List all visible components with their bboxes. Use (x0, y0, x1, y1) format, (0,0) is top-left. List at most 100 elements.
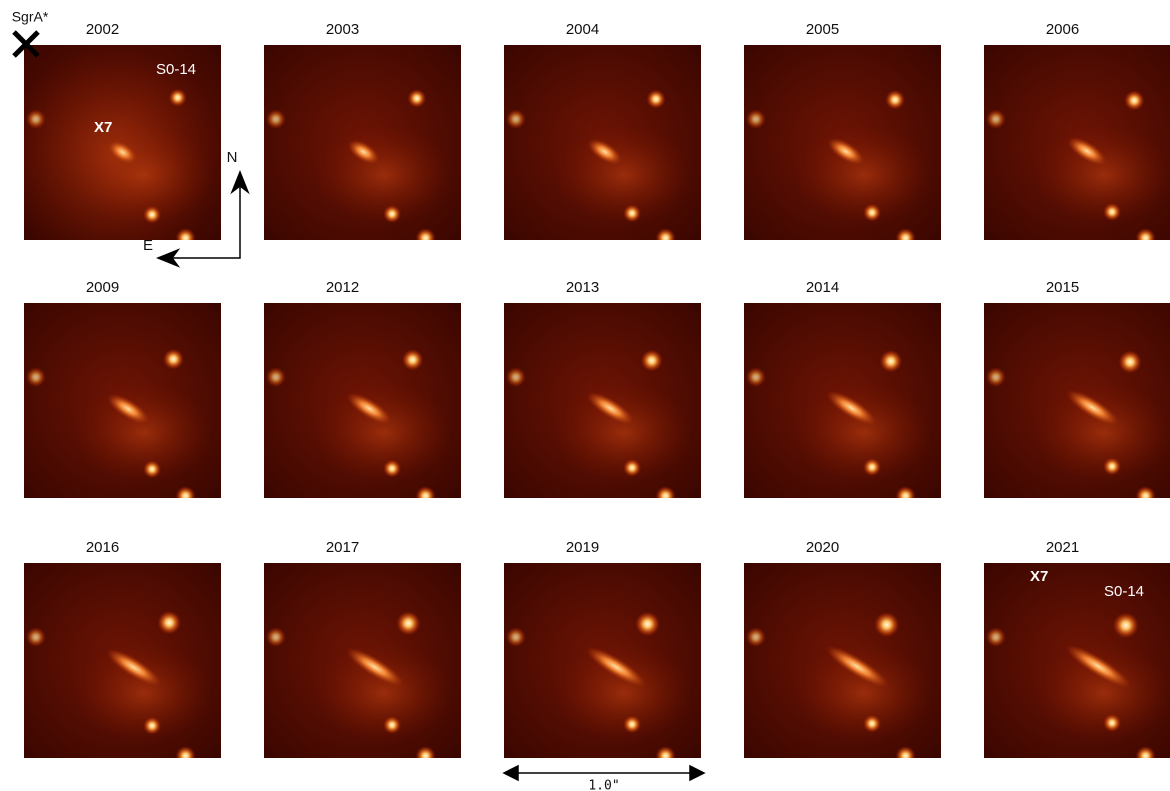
star (408, 89, 427, 108)
star (623, 459, 641, 477)
panel-image (504, 563, 701, 766)
star (880, 350, 903, 373)
panel-content (264, 303, 461, 506)
star (266, 109, 286, 129)
panel-year: 2013 (566, 279, 599, 296)
star (383, 716, 401, 734)
panel-image (264, 563, 461, 766)
star (1103, 457, 1121, 475)
star (656, 228, 676, 248)
panel-content (264, 563, 461, 766)
star (396, 611, 420, 635)
east-label: E (143, 237, 153, 254)
star (506, 367, 526, 387)
panel-year: 2009 (86, 279, 119, 296)
star (1136, 746, 1156, 766)
star (176, 228, 196, 248)
star (26, 627, 46, 647)
x7-label: X7 (1030, 568, 1048, 585)
star (416, 746, 436, 766)
star (863, 715, 881, 733)
star (169, 89, 187, 107)
star (26, 109, 46, 129)
panel-content (744, 563, 941, 766)
scale-label: 1.0" (588, 779, 619, 791)
star (623, 715, 641, 733)
star (416, 228, 436, 248)
star (656, 486, 676, 506)
star (986, 627, 1006, 647)
star (1136, 228, 1156, 248)
star (143, 717, 161, 735)
figure: 2002200320042005200620092012201320142015… (0, 0, 1170, 791)
haze (74, 125, 214, 225)
haze (1034, 643, 1170, 743)
star (383, 459, 401, 477)
panel-content (504, 563, 701, 766)
star (746, 109, 766, 129)
star (896, 746, 916, 766)
panel-content (504, 45, 701, 248)
star (1136, 486, 1156, 506)
panel-year: 2020 (806, 539, 839, 556)
star (176, 486, 196, 506)
panel-image (264, 303, 461, 506)
panel-year: 2019 (566, 539, 599, 556)
star (641, 350, 663, 372)
haze (1034, 383, 1170, 483)
panel-year: 2004 (566, 21, 599, 38)
star (266, 367, 286, 387)
star (26, 367, 46, 387)
panel-image (264, 45, 461, 248)
star (1118, 350, 1141, 373)
panel-image (984, 303, 1170, 506)
star (863, 204, 881, 222)
panel-image (744, 303, 941, 506)
panel-year: 2006 (1046, 21, 1079, 38)
panel-year: 2017 (326, 539, 359, 556)
star (143, 206, 161, 224)
panel-content (984, 45, 1170, 248)
north-label: N (227, 149, 238, 166)
star (874, 612, 899, 637)
panel-content (984, 303, 1170, 506)
panel-image (504, 45, 701, 248)
panel-content (4, 45, 224, 265)
star (986, 367, 1006, 387)
panel-content (744, 45, 941, 248)
star (646, 89, 665, 108)
panel-image (24, 563, 221, 766)
star (635, 612, 660, 637)
sgra-label: SgrA* (12, 9, 49, 25)
star (896, 228, 916, 248)
star (266, 627, 286, 647)
panel-content (744, 303, 941, 506)
star (1124, 90, 1144, 110)
panel-content (24, 563, 221, 766)
star (1103, 203, 1121, 221)
star (402, 349, 423, 370)
panel-year: 2021 (1046, 539, 1079, 556)
star (506, 627, 526, 647)
star (1113, 612, 1139, 638)
s0-14-label: S0-14 (1104, 583, 1144, 600)
panel-image (24, 303, 221, 506)
panel-content (504, 303, 701, 506)
panel-year: 2015 (1046, 279, 1079, 296)
star (623, 204, 641, 222)
star (1103, 714, 1121, 732)
star (746, 627, 766, 647)
panel-content (24, 303, 221, 506)
star (656, 746, 676, 766)
panel-year: 2005 (806, 21, 839, 38)
star (163, 349, 184, 370)
panel-image (744, 563, 941, 766)
star (383, 205, 401, 223)
star (416, 486, 436, 506)
panel-year: 2016 (86, 539, 119, 556)
panel-image (504, 303, 701, 506)
star (863, 458, 881, 476)
star (506, 109, 526, 129)
panel-content (264, 45, 461, 248)
star (896, 486, 916, 506)
